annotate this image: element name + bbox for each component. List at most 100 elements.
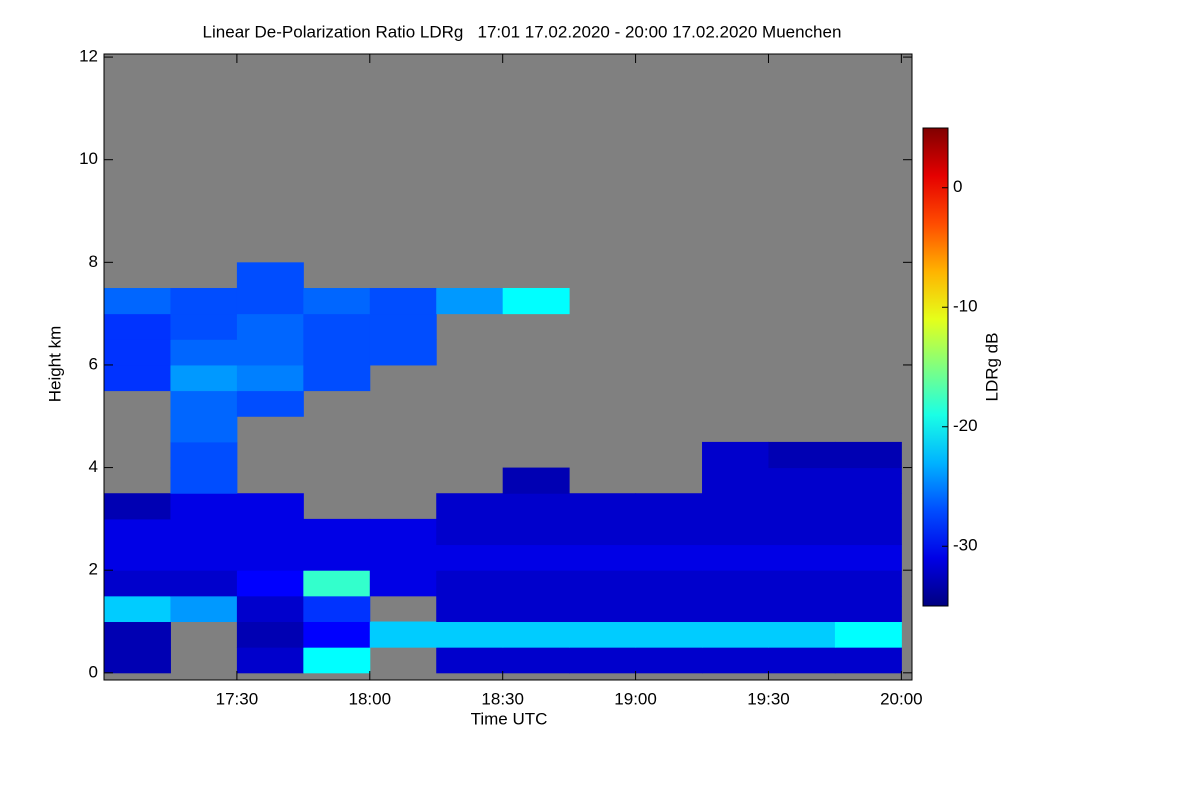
heatmap-cell xyxy=(170,287,238,315)
heatmap-cell xyxy=(436,287,504,315)
heatmap-cell xyxy=(702,621,769,648)
heatmap-cell xyxy=(635,621,703,648)
heatmap-cell xyxy=(834,621,902,648)
heatmap-cell xyxy=(502,595,570,623)
heatmap-cell xyxy=(303,570,371,597)
colorbar xyxy=(922,127,949,607)
heatmap-cell xyxy=(436,570,504,597)
x-axis-label: Time UTC xyxy=(471,709,548,728)
heatmap-cell xyxy=(369,621,437,648)
heatmap-cell xyxy=(702,493,769,520)
y-tick-label: 10 xyxy=(79,149,98,168)
heatmap-cell xyxy=(236,262,304,289)
heatmap-cell xyxy=(170,493,238,520)
colorbar-tick-label: 0 xyxy=(953,177,962,196)
heatmap-cell xyxy=(768,647,836,674)
heatmap-cell xyxy=(170,570,238,597)
y-tick-label: 4 xyxy=(89,457,98,476)
heatmap-cell xyxy=(635,518,703,546)
heatmap-cell xyxy=(303,287,371,315)
heatmap-cell xyxy=(170,518,238,546)
heatmap-cell xyxy=(104,339,171,366)
heatmap-cell xyxy=(569,595,637,623)
heatmap-cell xyxy=(104,493,171,520)
heatmap-cell xyxy=(170,364,238,392)
heatmap-cell xyxy=(170,339,238,366)
x-tick-label: 19:30 xyxy=(747,689,790,708)
heatmap-cell xyxy=(236,493,304,520)
heatmap-cell xyxy=(436,493,504,520)
heatmap-cell xyxy=(834,570,902,597)
heatmap-cell xyxy=(635,544,703,571)
heatmap-cell xyxy=(369,313,437,340)
heatmap-cell xyxy=(303,621,371,648)
heatmap-cell xyxy=(569,647,637,674)
heatmap-cell xyxy=(635,647,703,674)
heatmap-cell xyxy=(834,493,902,520)
heatmap-cell xyxy=(104,595,171,623)
heatmap-cell xyxy=(369,339,437,366)
heatmap-cell xyxy=(170,390,238,417)
y-tick-label: 8 xyxy=(89,252,98,271)
heatmap-cell xyxy=(702,595,769,623)
heatmap-cell xyxy=(236,621,304,648)
heatmap-cell xyxy=(104,518,171,546)
y-tick-label: 6 xyxy=(89,354,98,373)
heatmap-cell xyxy=(369,544,437,571)
heatmap-cell xyxy=(303,647,371,674)
heatmap-cell xyxy=(236,390,304,417)
heatmap-cell xyxy=(834,647,902,674)
heatmap-cell xyxy=(236,364,304,392)
heatmap-cell xyxy=(768,595,836,623)
x-tick-label: 18:30 xyxy=(481,689,524,708)
heatmap-cell xyxy=(170,313,238,340)
heatmap-cell xyxy=(702,647,769,674)
heatmap-cell xyxy=(436,621,504,648)
heatmap-cell xyxy=(436,647,504,674)
heatmap-cell xyxy=(768,441,836,469)
heatmap-cell xyxy=(768,544,836,571)
x-tick-label: 19:00 xyxy=(614,689,657,708)
heatmap-cell xyxy=(104,313,171,340)
heatmap-cell xyxy=(768,493,836,520)
heatmap-cell xyxy=(502,544,570,571)
heatmap-cell xyxy=(236,339,304,366)
x-tick-label: 18:00 xyxy=(349,689,392,708)
heatmap-cell xyxy=(502,287,570,315)
heatmap-cell xyxy=(834,441,902,469)
heatmap-cell xyxy=(834,544,902,571)
heatmap-cell xyxy=(834,595,902,623)
heatmap-cell xyxy=(170,595,238,623)
plot-frame xyxy=(103,53,913,681)
heatmap-cell xyxy=(834,467,902,494)
heatmap-cell xyxy=(502,467,570,494)
x-tick-label: 20:00 xyxy=(880,689,923,708)
heatmap-cell xyxy=(236,595,304,623)
heatmap-cell xyxy=(702,467,769,494)
heatmap-cell xyxy=(768,621,836,648)
heatmap-cell xyxy=(569,493,637,520)
heatmap-cell xyxy=(436,544,504,571)
heatmap-cell xyxy=(702,570,769,597)
heatmap-cell xyxy=(369,570,437,597)
heatmap-cell xyxy=(502,647,570,674)
heatmap-cell xyxy=(635,493,703,520)
heatmap-cell xyxy=(635,595,703,623)
heatmap-cell xyxy=(303,313,371,340)
heatmap-cell xyxy=(702,441,769,469)
heatmap-cell xyxy=(303,518,371,546)
heatmap-cell xyxy=(170,467,238,494)
heatmap-cell xyxy=(170,544,238,571)
heatmap-cell xyxy=(236,544,304,571)
heatmap-cell xyxy=(768,467,836,494)
colorbar-tick-label: -20 xyxy=(953,416,978,435)
heatmap-cell xyxy=(436,518,504,546)
heatmap-cell xyxy=(369,518,437,546)
heatmap-cell xyxy=(635,570,703,597)
heatmap-cell xyxy=(236,287,304,315)
colorbar-tick-label: -30 xyxy=(953,536,978,555)
heatmap-cell xyxy=(104,287,171,315)
y-tick-label: 12 xyxy=(79,47,98,66)
heatmap-cell xyxy=(702,544,769,571)
